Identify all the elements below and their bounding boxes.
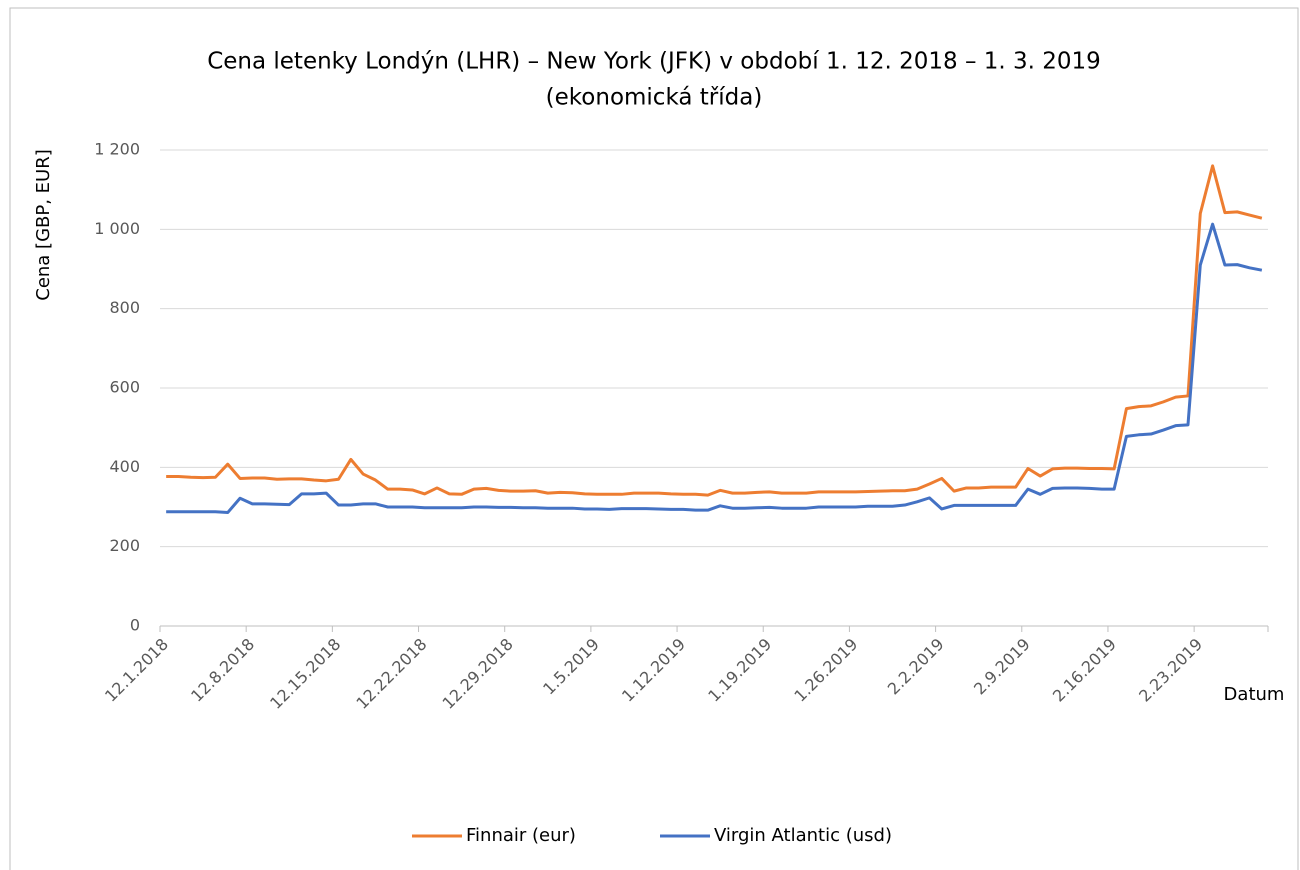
line-series [166, 222, 1263, 515]
y-tick-label: 1 000 [94, 219, 140, 238]
chart-title: Cena letenky Londýn (LHR) – New York (JF… [207, 49, 1101, 75]
y-tick-label: 200 [109, 536, 140, 555]
chart-title: (ekonomická třída) [546, 85, 763, 111]
y-tick-label: 0 [130, 616, 140, 635]
x-axis-label: Datum [1224, 684, 1285, 705]
y-tick-label: 800 [109, 298, 140, 317]
y-tick-label: 600 [109, 378, 140, 397]
chart-frame [9, 7, 1299, 870]
y-axis-label: Cena [GBP, EUR] [33, 149, 54, 301]
line-series [166, 164, 1263, 497]
y-tick-label: 1 200 [94, 140, 140, 159]
y-tick-label: 400 [109, 457, 140, 476]
legend-label: Finnair (eur) [466, 825, 576, 846]
legend-label: Virgin Atlantic (usd) [714, 825, 892, 846]
